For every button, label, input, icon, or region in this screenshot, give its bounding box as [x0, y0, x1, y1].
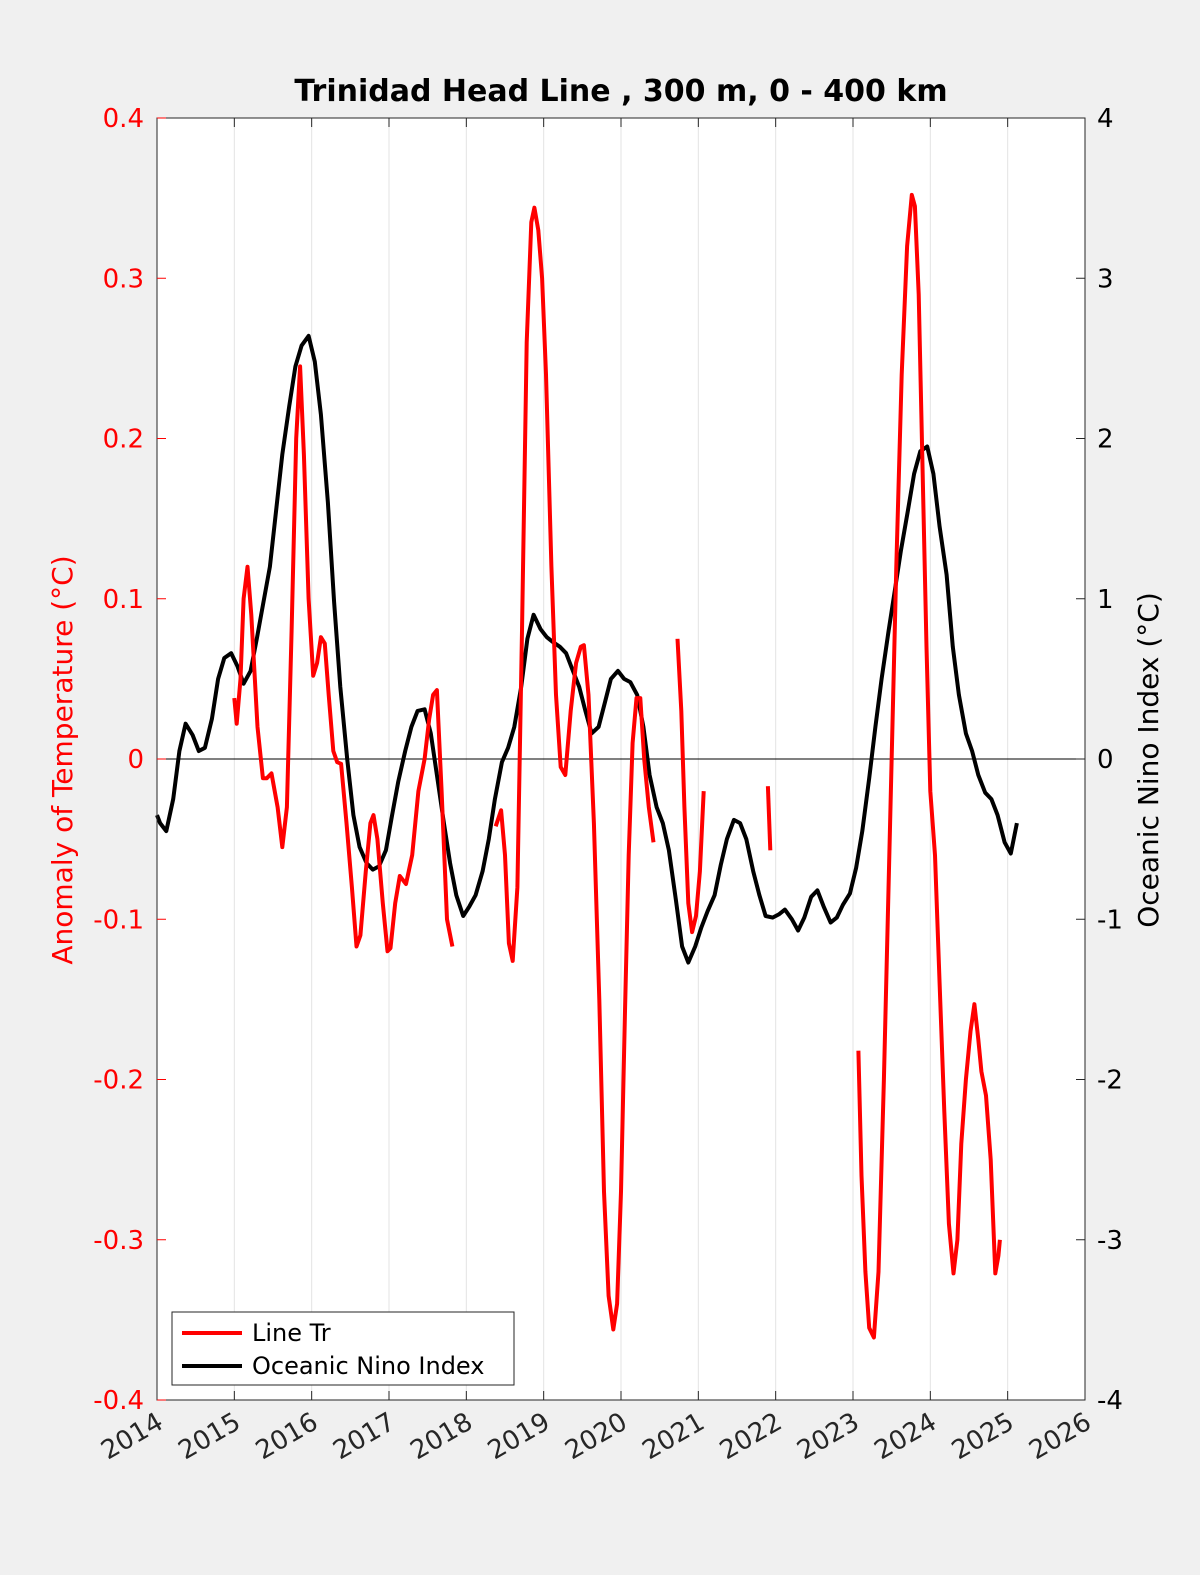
series-layer [155, 192, 1019, 1340]
y-right-tick-label: -3 [1097, 1226, 1123, 1256]
legend-label-line-tr: Line Tr [252, 1319, 331, 1347]
y-right-tick-label: 4 [1097, 104, 1114, 134]
legend-box [171, 1311, 515, 1386]
legend: Line Tr Oceanic Nino Index [171, 1311, 515, 1386]
y-left-tick-label: 0.2 [103, 425, 144, 455]
y-left-tick-label: 0 [127, 745, 144, 775]
chart-title: Trinidad Head Line , 300 m, 0 - 400 km [294, 74, 947, 109]
y-left-tick-label: 0.3 [103, 264, 144, 294]
y-right-tick-label: -2 [1097, 1066, 1123, 1096]
series-line-tr-segment-5 [856, 192, 1002, 1340]
series-line-tr-segment-4 [765, 786, 773, 851]
tick-labels: 2014 2015 2016 2017 2018 2019 2020 2021 2022 2023… [93, 104, 1123, 1466]
right-axis-label: Oceanic Nino Index (°C) [1132, 592, 1165, 928]
y-left-tick-label: 0.1 [103, 585, 144, 615]
y-right-tick-label: -1 [1097, 905, 1123, 935]
y-left-tick-label: -0.2 [93, 1066, 144, 1096]
left-axis-label: Anomaly of Temperature (°C) [46, 555, 79, 964]
y-right-tick-label: 1 [1097, 585, 1114, 615]
legend-label-oni: Oceanic Nino Index [252, 1352, 484, 1380]
series-line-oceanic-nino-index [155, 333, 1019, 965]
y-right-tick-label: 0 [1097, 745, 1114, 775]
y-left-tick-label: -0.3 [93, 1226, 144, 1256]
y-left-tick-label: -0.1 [93, 905, 144, 935]
series-line-tr-segment-2 [493, 205, 656, 1332]
y-left-tick-label: -0.4 [93, 1386, 144, 1416]
series-line-tr-segment-1 [232, 364, 455, 954]
axis-ticks [156, 117, 1086, 1401]
y-right-tick-label: 3 [1097, 264, 1114, 294]
y-right-tick-label: -4 [1097, 1386, 1123, 1416]
y-left-tick-label: 0.4 [103, 104, 144, 134]
series-line-tr-segment-3 [675, 638, 706, 935]
y-right-tick-label: 2 [1097, 425, 1114, 455]
